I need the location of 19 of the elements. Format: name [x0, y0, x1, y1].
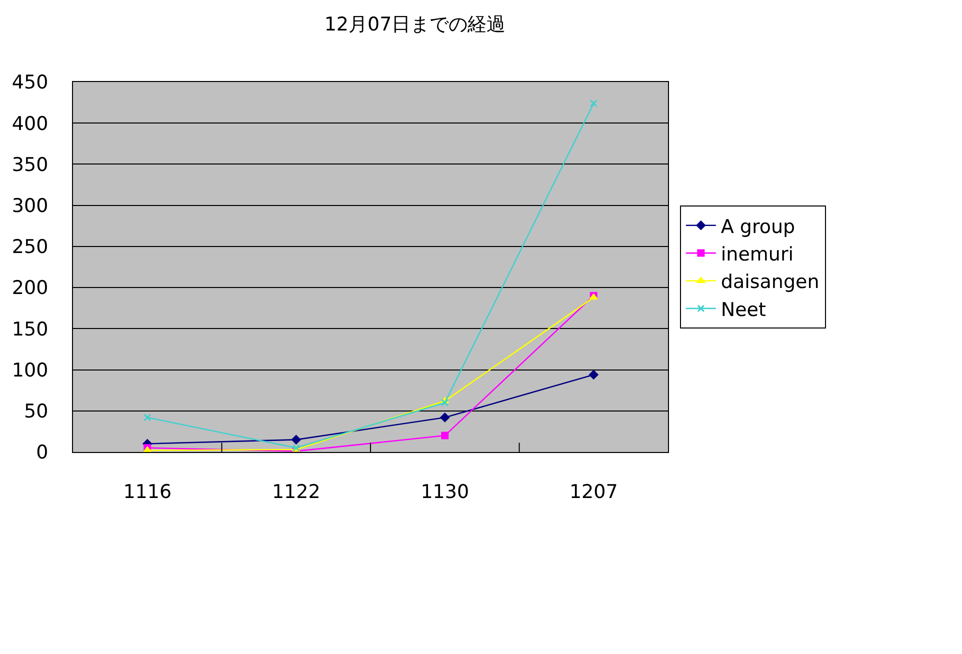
y-tick-label: 250 [12, 236, 48, 258]
x-tick-label: 1130 [420, 480, 470, 503]
y-tick-label: 300 [12, 194, 48, 217]
legend-label: inemuri [720, 243, 794, 266]
x-tick-label: 1116 [123, 480, 172, 503]
y-tick-label: 450 [12, 72, 48, 94]
y-tick-label: 50 [24, 400, 48, 423]
chart-title: 12月07日までの経過 [324, 14, 506, 36]
legend-label: Neet [720, 298, 766, 321]
x-tick-label: 1207 [569, 480, 618, 503]
legend-label: daisangen [720, 271, 820, 294]
y-tick-label: 0 [36, 442, 48, 464]
y-tick-label: 200 [12, 277, 48, 300]
y-tick-label: 400 [12, 112, 48, 135]
y-tick-label: 100 [12, 359, 48, 382]
legend-label: A group [720, 216, 796, 238]
x-tick-label: 1122 [272, 480, 320, 503]
y-tick-label: 150 [12, 318, 48, 340]
y-tick-label: 350 [12, 154, 48, 176]
